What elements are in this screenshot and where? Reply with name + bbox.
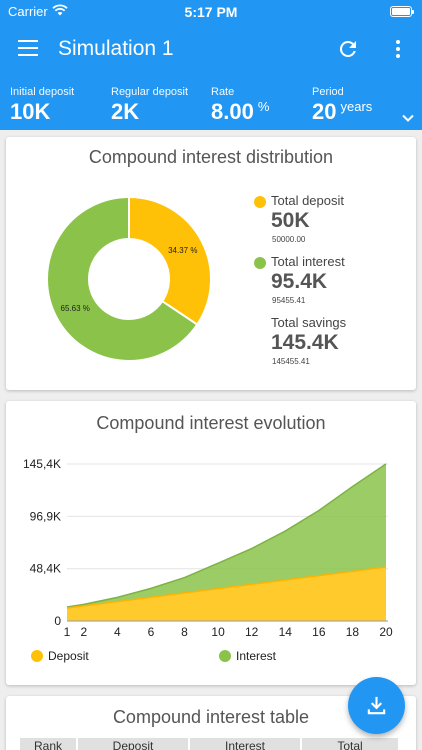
donut-slice-1 [46,196,199,362]
rate-unit: % [257,99,270,114]
carrier-label: Carrier [8,4,48,19]
total-deposit-label: Total deposit [271,193,344,208]
x-tick-label: 18 [346,625,360,639]
menu-icon[interactable] [18,40,38,56]
deposit-legend-dot [254,196,266,208]
donut-slice-0 [128,196,212,326]
chevron-down-icon[interactable] [400,110,416,126]
x-tick-label: 12 [245,625,259,639]
app-bar: Simulation 1 [0,24,422,74]
period-label: Period [312,86,344,98]
rate-value: 8.00 [211,99,254,124]
evolution-card: Compound interest evolution 0 48,4K 96,9K 1… [6,401,416,685]
period-unit: years [340,99,373,114]
table-card: Compound interest table Rank Deposit Int… [6,696,416,750]
y-tick-label: 145,4K [23,457,61,471]
total-savings-label: Total savings [271,315,347,330]
distribution-title: Compound interest distribution [88,147,334,167]
total-deposit-value: 50K [271,209,310,232]
deposit-line [66,566,387,609]
battery-icon [390,6,414,17]
regular-deposit-label: Regular deposit [111,86,189,98]
donut-slice-label-0: 34.37 % [168,246,197,255]
distribution-card: Compound interest distribution 34.37 % 65… [6,137,416,390]
clock: 5:17 PM [184,4,238,20]
rate-label: Rate [211,86,235,98]
evolution-area-chart: 0 48,4K 96,9K 145,4K 1 2 4 6 8 10 12 14 16 18 20 Deposi… [23,457,393,663]
initial-deposit-param[interactable]: Initial deposit 10K [10,86,74,125]
regular-deposit-value: 2K [111,99,140,124]
wifi-icon [52,4,68,16]
header-interest: Interest [190,738,302,750]
x-tick-label: 14 [279,625,293,639]
total-interest-value: 95.4K [271,270,328,293]
donut-slice-label-1: 65.63 % [61,304,90,313]
deposit-area [67,567,386,621]
table-header: Rank Deposit Interest Total [20,738,400,750]
initial-deposit-value: 10K [10,99,51,124]
rate-param[interactable]: Rate 8.00% [211,86,269,125]
x-tick-label: 2 [80,625,87,639]
evolution-title: Compound interest evolution [96,413,326,433]
x-tick-label: 10 [211,625,225,639]
legend-dot-deposit [31,650,43,662]
x-tick-label: 8 [181,625,188,639]
x-tick-label: 16 [312,625,326,639]
y-tick-label: 0 [54,614,61,628]
distribution-donut-chart: 34.37 % 65.63 % [46,196,212,362]
legend-label-interest: Interest [236,649,277,663]
x-tick-label: 4 [114,625,121,639]
interest-line [66,463,387,608]
x-tick-label: 20 [379,625,393,639]
x-tick-label: 6 [148,625,155,639]
header-rank: Rank [20,738,78,750]
y-tick-label: 48,4K [30,562,61,576]
total-deposit-exact: 50000.00 [272,235,306,244]
initial-deposit-label: Initial deposit [10,86,75,98]
y-tick-label: 96,9K [30,509,61,523]
total-interest-exact: 95455.41 [272,296,306,305]
period-value: 20 [312,99,337,124]
legend-dot-interest [219,650,231,662]
interest-legend-dot [254,257,266,269]
refresh-icon[interactable] [336,37,360,61]
regular-deposit-param[interactable]: Regular deposit 2K [111,86,188,125]
header-total: Total [302,738,400,750]
total-savings-value: 145.4K [271,331,339,354]
total-interest-label: Total interest [271,254,345,269]
table-title: Compound interest table [112,707,310,727]
download-button[interactable] [348,677,405,734]
status-bar: Carrier 5:17 PM [0,0,422,24]
header-deposit: Deposit [78,738,190,750]
total-savings-exact: 145455.41 [272,357,310,366]
period-param[interactable]: Period 20 years [312,86,372,125]
download-icon [367,696,386,715]
interest-area [67,463,386,609]
legend-label-deposit: Deposit [48,649,89,663]
more-vert-icon[interactable] [386,37,410,61]
parameters-bar[interactable]: Initial deposit 10K Regular deposit 2K R… [0,74,422,130]
page-title: Simulation 1 [58,37,174,60]
x-tick-label: 1 [64,625,71,639]
